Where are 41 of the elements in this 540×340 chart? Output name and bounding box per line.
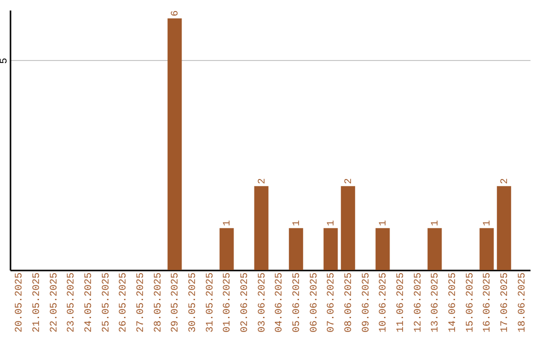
data-label: 1 <box>326 220 338 226</box>
data-label: 1 <box>430 220 442 226</box>
x-tick-label: 17.06.2025 <box>500 272 511 333</box>
data-label: 1 <box>378 220 390 226</box>
x-tick-label: 12.06.2025 <box>413 272 424 333</box>
data-label: 2 <box>257 178 268 184</box>
x-tick-label: 23.05.2025 <box>66 272 78 333</box>
data-label: 1 <box>482 220 494 226</box>
data-label: 2 <box>500 178 511 184</box>
x-tick-label: 22.05.2025 <box>49 272 60 333</box>
x-tick-label: 02.06.2025 <box>240 272 251 333</box>
x-tick-label: 31.05.2025 <box>205 272 216 333</box>
x-tick-label: 05.06.2025 <box>292 272 303 333</box>
x-tick-label: 10.06.2025 <box>378 272 390 333</box>
x-tick-label: 30.05.2025 <box>188 272 199 333</box>
x-tick-label: 14.06.2025 <box>448 272 459 333</box>
x-tick-label: 24.05.2025 <box>84 272 95 333</box>
x-tick-label: 06.06.2025 <box>309 272 320 333</box>
x-tick-label: 03.06.2025 <box>257 272 268 333</box>
x-tick-label: 01.06.2025 <box>222 272 234 333</box>
data-label: 2 <box>344 178 355 184</box>
y-tick-label: 5 <box>0 58 10 64</box>
x-tick-label: 26.05.2025 <box>118 272 130 333</box>
x-tick-label: 08.06.2025 <box>344 272 355 333</box>
data-label: 1 <box>222 220 234 226</box>
x-tick-label: 18.06.2025 <box>517 272 528 333</box>
x-tick-label: 28.05.2025 <box>153 272 164 333</box>
x-tick-label: 27.05.2025 <box>136 272 147 333</box>
x-tick-label: 04.06.2025 <box>274 272 286 333</box>
x-tick-label: 11.06.2025 <box>396 272 407 333</box>
x-tick-label: 15.06.2025 <box>465 272 476 333</box>
data-label: 6 <box>170 10 182 16</box>
x-tick-label: 21.05.2025 <box>32 272 43 333</box>
x-tick-label: 07.06.2025 <box>326 272 338 333</box>
x-tick-label: 13.06.2025 <box>430 272 442 333</box>
data-label: 1 <box>292 220 303 226</box>
x-tick-label: 25.05.2025 <box>101 272 112 333</box>
x-tick-label: 29.05.2025 <box>170 272 182 333</box>
x-tick-label: 09.06.2025 <box>361 272 372 333</box>
x-tick-label: 16.06.2025 <box>482 272 494 333</box>
x-tick-label: 20.05.2025 <box>14 272 26 333</box>
